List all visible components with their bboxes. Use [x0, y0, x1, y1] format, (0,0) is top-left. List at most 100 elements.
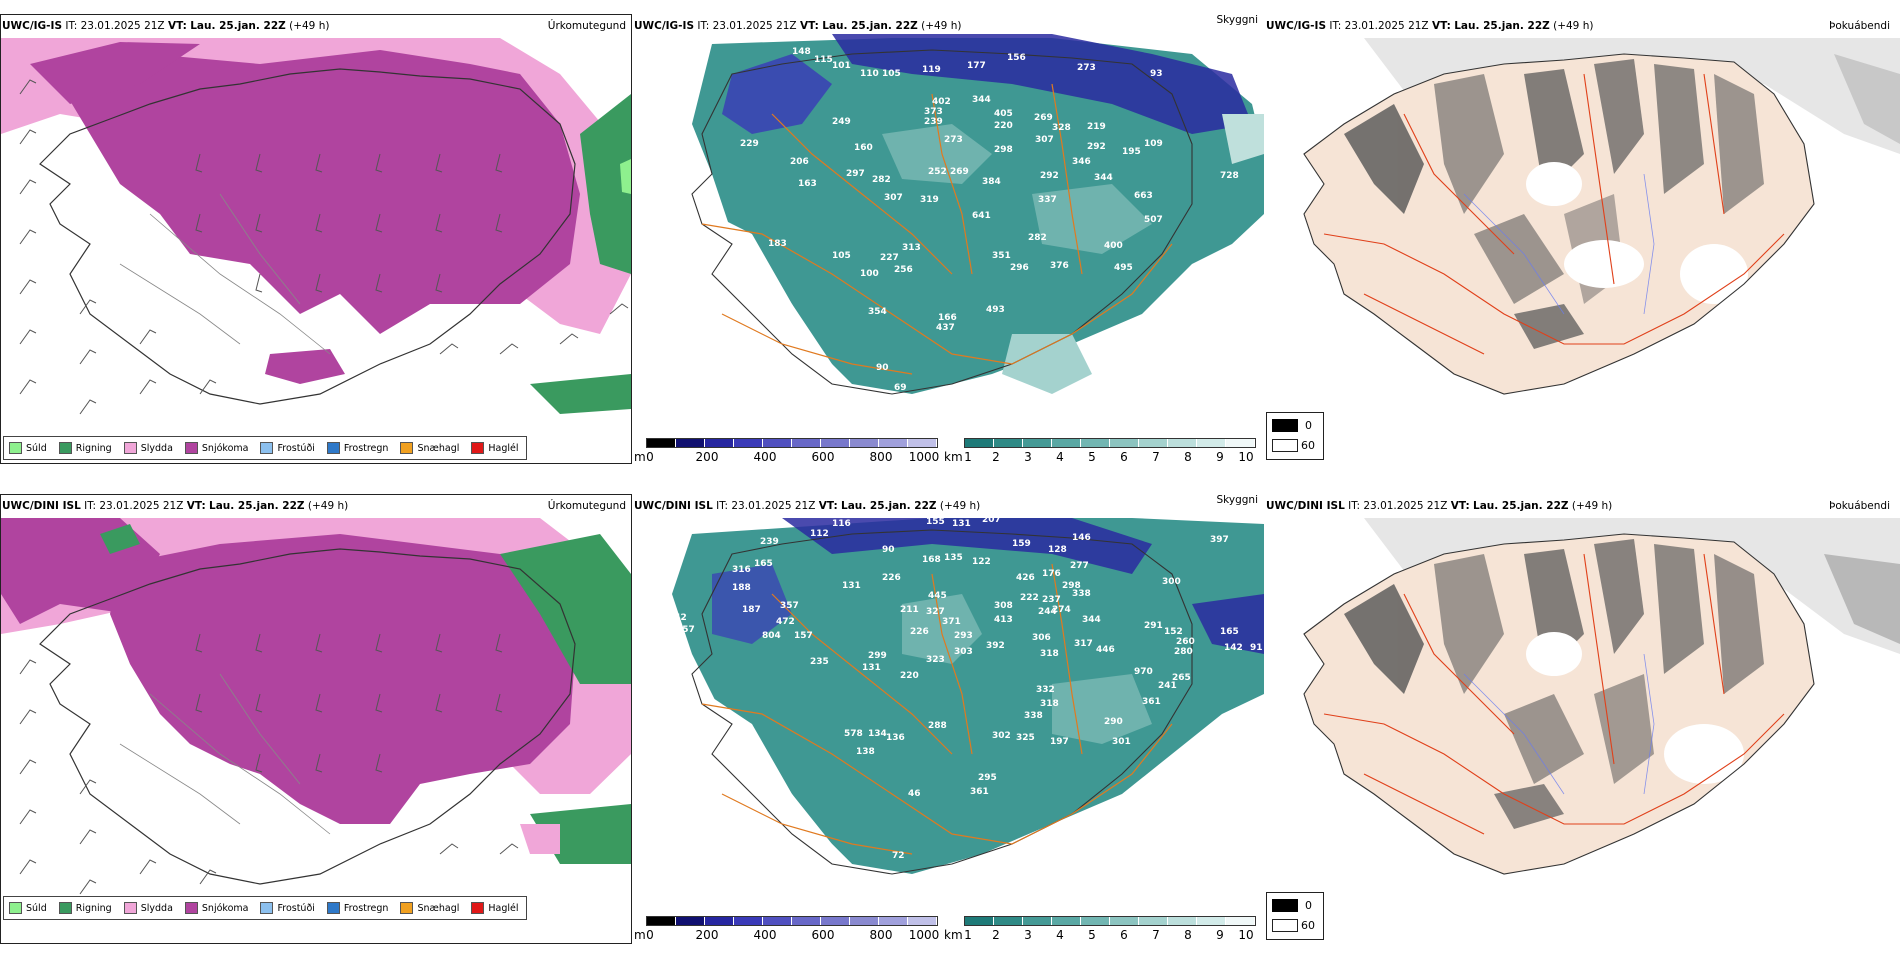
legend-label: Haglél: [488, 902, 519, 914]
visibility-unit: km: [944, 450, 963, 464]
ceiling-label: 159: [1012, 539, 1031, 549]
ceiling-label: 316: [732, 565, 751, 575]
fog-swatch-light: [1272, 439, 1298, 452]
ceiling-label: 495: [1114, 263, 1133, 273]
legend-item: Haglél: [466, 902, 525, 914]
precip-type-map-panel-2: UWC/DINI ISL IT: 23.01.2025 21Z VT: Lau.…: [0, 494, 632, 950]
visibility-tick: 3: [1024, 928, 1032, 942]
ceiling-label: 292: [1040, 171, 1059, 181]
ceiling-label: 306: [1032, 633, 1051, 643]
it-label: IT:: [697, 20, 710, 32]
fog-swatch-dark: [1272, 419, 1298, 432]
panel-title: Þokuábendi: [1829, 500, 1890, 512]
ceiling-label: 373: [924, 107, 943, 117]
visibility-tick: 8: [1184, 928, 1192, 942]
ceiling-label: 110: [860, 69, 879, 79]
ceiling-label: 136: [886, 733, 905, 743]
ceiling-label: 354: [868, 307, 887, 317]
ceiling-label: 288: [928, 721, 947, 731]
panel-title: Úrkomutegund: [547, 500, 626, 512]
legend-swatch: [123, 902, 137, 914]
ceiling-colorbar-2: m 0 200 400 600 800 1000: [634, 914, 939, 954]
ceiling-label: 308: [994, 601, 1013, 611]
ceiling-label: 235: [810, 657, 829, 667]
fog-swatch-dark: [1272, 899, 1298, 912]
ceiling-label: 195: [1122, 147, 1141, 157]
ceiling-label: 437: [936, 323, 955, 333]
vt-label: VT:: [818, 500, 838, 512]
ceiling-label: 142: [1224, 643, 1243, 653]
legend-item: Frostúði: [255, 902, 321, 914]
ceiling-label: 384: [982, 177, 1001, 187]
legend-label: Frostúði: [277, 442, 315, 454]
ceiling-label: 239: [760, 537, 779, 547]
ceiling-label: 282: [1028, 233, 1047, 243]
fog-map-panel-1: UWC/IG-IS IT: 23.01.2025 21Z VT: Lau. 25…: [1264, 14, 1900, 484]
legend-label: Slydda: [140, 442, 173, 454]
ceiling-label: 273: [944, 135, 963, 145]
fog-legend-value: 0: [1305, 419, 1312, 432]
vt-value: Lau. 25.jan. 22Z: [190, 20, 286, 32]
ceiling-unit: m: [634, 928, 646, 942]
ceiling-label: 507: [1144, 215, 1163, 225]
visibility-tick: 2: [992, 450, 1000, 464]
it-value: 23.01.2025 21Z: [731, 500, 816, 512]
ceiling-label: 290: [1104, 717, 1123, 727]
legend-swatch: [471, 442, 485, 454]
legend-item: Rigning: [54, 442, 119, 454]
precip-map: [1, 518, 631, 914]
ceiling-tick: 400: [753, 928, 777, 942]
legend-label: Súld: [26, 442, 47, 454]
ceiling-label: 301: [1112, 737, 1131, 747]
ceiling-label: 405: [994, 109, 1013, 119]
ceiling-label: 493: [986, 305, 1005, 315]
it-value: 23.01.2025 21Z: [1344, 20, 1429, 32]
ceiling-label: 344: [972, 95, 991, 105]
ceiling-label: 220: [900, 671, 919, 681]
ceiling-label: 156: [1007, 53, 1026, 63]
ceiling-label: 207: [982, 515, 1001, 525]
ceiling-label: 229: [740, 139, 759, 149]
ceiling-label: 292: [1087, 142, 1106, 152]
visibility-tick: 9: [1216, 928, 1224, 942]
ceiling-labels: 155 131 207 116 112 90 168 135 122 159 1…: [668, 515, 1263, 861]
precip-legend: Súld Rigning Slydda Snjókoma Frostúði Fr…: [3, 896, 527, 920]
ceiling-tick: 0: [646, 928, 654, 942]
ceiling-label: 578: [844, 729, 863, 739]
vt-value: Lau. 25.jan. 22Z: [841, 500, 937, 512]
legend-item: Haglél: [466, 442, 525, 454]
visibility-map-panel-2: UWC/DINI ISL IT: 23.01.2025 21Z VT: Lau.…: [632, 494, 1264, 950]
visibility-tick: 9: [1216, 450, 1224, 464]
ceiling-label: 249: [832, 117, 851, 127]
ceiling-tick: 600: [811, 450, 835, 464]
ceiling-label: 641: [972, 211, 991, 221]
it-label: IT:: [716, 500, 729, 512]
legend-swatch: [58, 442, 72, 454]
legend-swatch: [58, 902, 72, 914]
visibility-tick: 4: [1056, 928, 1064, 942]
it-value: 23.01.2025 21Z: [80, 20, 165, 32]
legend-label: Súld: [26, 902, 47, 914]
ceiling-label: 344: [1082, 615, 1101, 625]
ceiling-label: 138: [856, 747, 875, 757]
ceiling-label: 131: [842, 581, 861, 591]
ceiling-label: 131: [952, 519, 971, 529]
ceiling-label: 239: [924, 117, 943, 127]
vt-label: VT:: [799, 20, 819, 32]
ceiling-label: 148: [792, 47, 811, 57]
ceiling-label: 426: [1016, 573, 1035, 583]
ceiling-label: 397: [1210, 535, 1229, 545]
it-value: 23.01.2025 21Z: [99, 500, 184, 512]
it-label: IT:: [1329, 20, 1342, 32]
visibility-tick: 10: [1238, 450, 1254, 464]
visibility-tick: 8: [1184, 450, 1192, 464]
ceiling-label: 146: [1072, 533, 1091, 543]
ceiling-label: 970: [1134, 667, 1153, 677]
ceiling-label: 109: [1144, 139, 1163, 149]
legend-label: Slydda: [140, 902, 173, 914]
legend-label: Frostúði: [277, 902, 315, 914]
ceiling-label: 188: [732, 583, 751, 593]
legend-swatch: [184, 442, 198, 454]
visibility-tick: 1: [964, 928, 972, 942]
visibility-tick: 6: [1120, 450, 1128, 464]
